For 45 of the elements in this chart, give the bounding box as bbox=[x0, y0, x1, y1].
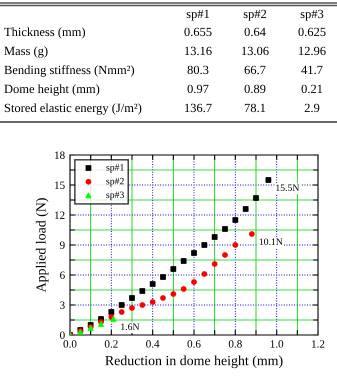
category-label: sp#2 bbox=[244, 10, 266, 21]
text: 41.7 bbox=[301, 66, 323, 74]
x-tick-label: 0.6 bbox=[187, 340, 201, 348]
x-tick-label: 0.4 bbox=[146, 340, 160, 348]
y-tick-label: 18 bbox=[55, 151, 65, 159]
text: 136.7 bbox=[185, 104, 212, 112]
text: 0.655 bbox=[184, 28, 212, 36]
annotation: 1.6N bbox=[121, 323, 140, 330]
x-axis-title: Reduction in dome height (mm) bbox=[105, 355, 282, 368]
x-tick-label: 0.0 bbox=[63, 340, 77, 348]
y-tick-label: 3 bbox=[60, 301, 65, 309]
text: 66.7 bbox=[244, 66, 266, 74]
category-label: Thickness (mm) bbox=[4, 27, 86, 39]
legend-label: sp#1 bbox=[106, 164, 124, 173]
x-tick-label: 0.2 bbox=[104, 340, 118, 348]
legend-label: sp#3 bbox=[106, 192, 124, 200]
text: 2.9 bbox=[304, 104, 320, 112]
text: 13.06 bbox=[242, 46, 269, 56]
text: 78.1 bbox=[244, 104, 266, 112]
text: 0.64 bbox=[244, 28, 266, 36]
category-label: Stored elastic energy (J/m²) bbox=[4, 103, 142, 115]
text: 0.21 bbox=[302, 84, 322, 94]
x-tick-label: 1.0 bbox=[270, 340, 284, 348]
category-label: Mass (g) bbox=[4, 46, 48, 58]
category-label: Bending stiffness (Nmm²) bbox=[4, 65, 134, 77]
y-tick-label: 0 bbox=[60, 331, 65, 339]
text: 0.89 bbox=[244, 84, 266, 94]
category-label: sp#1 bbox=[186, 10, 210, 21]
x-tick-label: 1.2 bbox=[312, 340, 324, 348]
category-label: sp#3 bbox=[300, 10, 324, 21]
text: 80.3 bbox=[188, 66, 208, 74]
y-axis-title: Applied load (N) bbox=[36, 198, 48, 292]
text: 0.625 bbox=[298, 28, 326, 36]
text: 12.96 bbox=[299, 46, 326, 56]
y-tick-label: 9 bbox=[60, 241, 65, 249]
text: 13.16 bbox=[185, 46, 212, 56]
category-label: Dome height (mm) bbox=[4, 84, 100, 96]
y-tick-label: 6 bbox=[60, 271, 65, 279]
annotation: 10.1N bbox=[260, 238, 283, 246]
legend-label: sp#2 bbox=[106, 178, 124, 186]
y-tick-label: 12 bbox=[55, 211, 65, 219]
annotation: 15.5N bbox=[276, 184, 300, 192]
y-tick-label: 15 bbox=[55, 182, 65, 189]
x-tick-label: 0.8 bbox=[228, 340, 242, 348]
text: 0.97 bbox=[188, 84, 209, 94]
